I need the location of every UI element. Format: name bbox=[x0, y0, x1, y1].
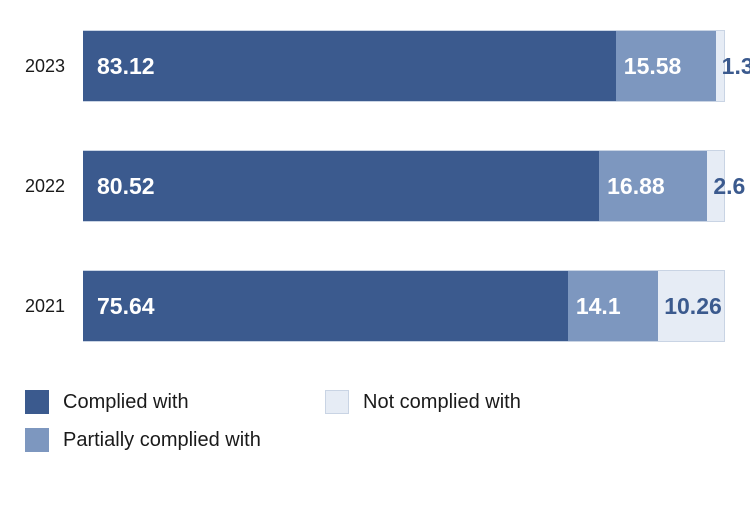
bar-row: 2021 75.64 14.1 10.26 bbox=[25, 270, 725, 342]
legend-label: Partially complied with bbox=[63, 429, 261, 452]
legend-item-complied: Complied with bbox=[25, 390, 325, 414]
legend-swatch-icon bbox=[25, 390, 49, 414]
bar: 83.12 15.58 1.3 bbox=[83, 30, 725, 102]
legend-item-not: Not complied with bbox=[325, 390, 625, 414]
segment-complied: 80.52 bbox=[83, 151, 599, 221]
year-label: 2023 bbox=[25, 56, 83, 77]
segment-value: 2.6 bbox=[707, 173, 745, 200]
segment-partial: 16.88 bbox=[599, 151, 707, 221]
segment-not: 2.6 bbox=[707, 151, 724, 221]
segment-value: 10.26 bbox=[658, 293, 722, 320]
bar: 80.52 16.88 2.6 bbox=[83, 150, 725, 222]
legend-swatch-icon bbox=[325, 390, 349, 414]
segment-value: 75.64 bbox=[83, 293, 155, 320]
legend: Complied with Not complied with Partiall… bbox=[25, 390, 665, 466]
segment-not: 1.3 bbox=[716, 31, 724, 101]
bar: 75.64 14.1 10.26 bbox=[83, 270, 725, 342]
segment-value: 16.88 bbox=[599, 173, 665, 200]
legend-item-partial: Partially complied with bbox=[25, 428, 325, 452]
segment-value: 83.12 bbox=[83, 53, 155, 80]
segment-value: 1.3 bbox=[716, 53, 750, 80]
compliance-stacked-bar-chart: 2023 83.12 15.58 1.3 2022 80.52 16.88 2.… bbox=[0, 0, 750, 486]
bar-row: 2022 80.52 16.88 2.6 bbox=[25, 150, 725, 222]
segment-complied: 75.64 bbox=[83, 271, 568, 341]
segment-value: 80.52 bbox=[83, 173, 155, 200]
segment-partial: 15.58 bbox=[616, 31, 716, 101]
legend-label: Complied with bbox=[63, 391, 189, 414]
year-label: 2021 bbox=[25, 296, 83, 317]
segment-partial: 14.1 bbox=[568, 271, 658, 341]
segment-not: 10.26 bbox=[658, 271, 724, 341]
segment-value: 14.1 bbox=[568, 293, 621, 320]
year-label: 2022 bbox=[25, 176, 83, 197]
legend-swatch-icon bbox=[25, 428, 49, 452]
bar-row: 2023 83.12 15.58 1.3 bbox=[25, 30, 725, 102]
segment-value: 15.58 bbox=[616, 53, 682, 80]
segment-complied: 83.12 bbox=[83, 31, 616, 101]
legend-label: Not complied with bbox=[363, 391, 521, 414]
